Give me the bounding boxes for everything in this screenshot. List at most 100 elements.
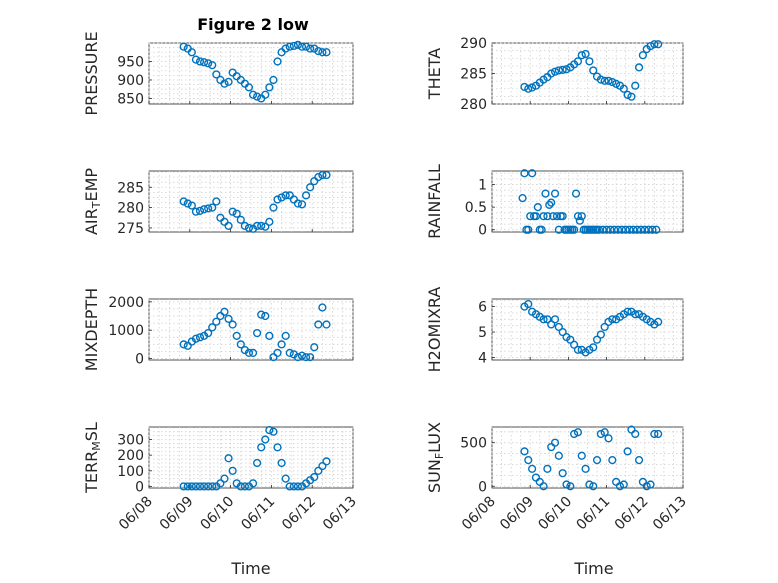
x-tick-label: 06/11 — [238, 494, 278, 534]
data-point — [550, 67, 560, 76]
data-point — [208, 61, 217, 70]
data-point — [306, 353, 315, 362]
data-point — [285, 482, 294, 491]
data-point — [524, 225, 533, 234]
data-point — [577, 451, 586, 460]
data-point — [248, 90, 258, 99]
data-point — [627, 92, 636, 101]
data-point — [554, 66, 563, 75]
data-point — [314, 466, 323, 475]
data-point — [265, 426, 274, 435]
data-point — [310, 44, 319, 53]
data-point — [573, 345, 583, 354]
data-point — [554, 225, 563, 234]
y-tick-label: 0 — [135, 479, 144, 495]
data-point — [216, 479, 225, 488]
data-point — [602, 225, 611, 234]
data-point — [244, 223, 254, 233]
data-point — [589, 66, 598, 75]
data-point — [589, 343, 598, 352]
data-point — [558, 469, 567, 478]
data-point — [318, 170, 327, 180]
data-point — [248, 348, 258, 358]
data-point — [183, 341, 192, 350]
data-point — [204, 204, 213, 213]
data-point — [537, 225, 546, 234]
data-point — [208, 482, 217, 491]
data-point — [273, 195, 282, 204]
data-point — [281, 474, 290, 483]
subplot-6: 4 5 6 H2OMIXRA — [425, 287, 684, 372]
x-tick-label: 06/10 — [535, 494, 575, 534]
data-point — [269, 353, 278, 362]
data-point — [543, 315, 552, 324]
data-point — [212, 70, 221, 79]
data-point — [654, 429, 663, 439]
series-points — [179, 303, 331, 362]
plot-area — [491, 42, 684, 105]
x-tick-label: 06/09 — [497, 494, 537, 534]
data-point — [253, 92, 262, 101]
data-point — [629, 225, 638, 234]
data-point — [216, 213, 225, 222]
data-point — [577, 51, 586, 60]
data-point — [604, 434, 613, 443]
data-point — [195, 206, 205, 215]
data-point — [524, 299, 533, 309]
y-tick-label: 100 — [117, 464, 144, 480]
data-point — [558, 327, 567, 337]
data-point — [650, 40, 659, 49]
data-point — [187, 48, 196, 57]
data-point — [257, 310, 266, 319]
data-point — [528, 83, 537, 92]
data-point — [318, 48, 327, 57]
data-point — [297, 42, 307, 51]
data-point — [562, 480, 571, 489]
data-point — [195, 482, 205, 491]
data-point — [642, 482, 651, 491]
data-point — [623, 90, 632, 99]
data-point — [600, 428, 609, 437]
data-point — [619, 480, 628, 489]
data-point — [179, 482, 188, 491]
data-point — [224, 77, 233, 86]
y-tick-label: 285 — [460, 67, 487, 83]
y-tick-label: 275 — [117, 221, 144, 237]
data-point — [646, 41, 655, 51]
plot-area — [148, 170, 354, 233]
data-point — [220, 79, 229, 88]
y-tick-label: 200 — [117, 448, 144, 464]
data-point — [623, 307, 632, 316]
data-point — [589, 482, 598, 491]
data-point — [199, 205, 209, 214]
data-point — [216, 311, 225, 321]
y-axis-label: AIRTEMP — [82, 168, 103, 235]
data-point — [604, 76, 613, 85]
data-point — [543, 212, 552, 221]
data-point — [236, 482, 245, 491]
data-point — [314, 320, 323, 329]
x-axis-label-left: Time — [230, 559, 270, 578]
data-point — [265, 217, 274, 226]
data-point — [652, 225, 661, 234]
y-tick-label: 950 — [117, 54, 144, 70]
data-point — [613, 225, 623, 234]
x-axis-label-right: Time — [573, 559, 613, 578]
y-tick-label: 0.5 — [465, 200, 487, 216]
data-point — [596, 330, 605, 339]
data-point — [547, 69, 556, 78]
data-point — [526, 212, 535, 221]
data-point — [533, 203, 542, 212]
y-tick-label: 0 — [478, 223, 487, 239]
data-point — [257, 221, 266, 231]
data-point — [293, 353, 303, 362]
data-point — [281, 331, 290, 340]
data-point — [554, 322, 563, 332]
data-point — [539, 212, 548, 221]
series-points — [518, 169, 661, 234]
data-point — [179, 340, 188, 349]
data-point — [633, 225, 642, 234]
data-point — [539, 482, 548, 491]
data-point — [273, 443, 282, 452]
data-point — [191, 207, 201, 216]
